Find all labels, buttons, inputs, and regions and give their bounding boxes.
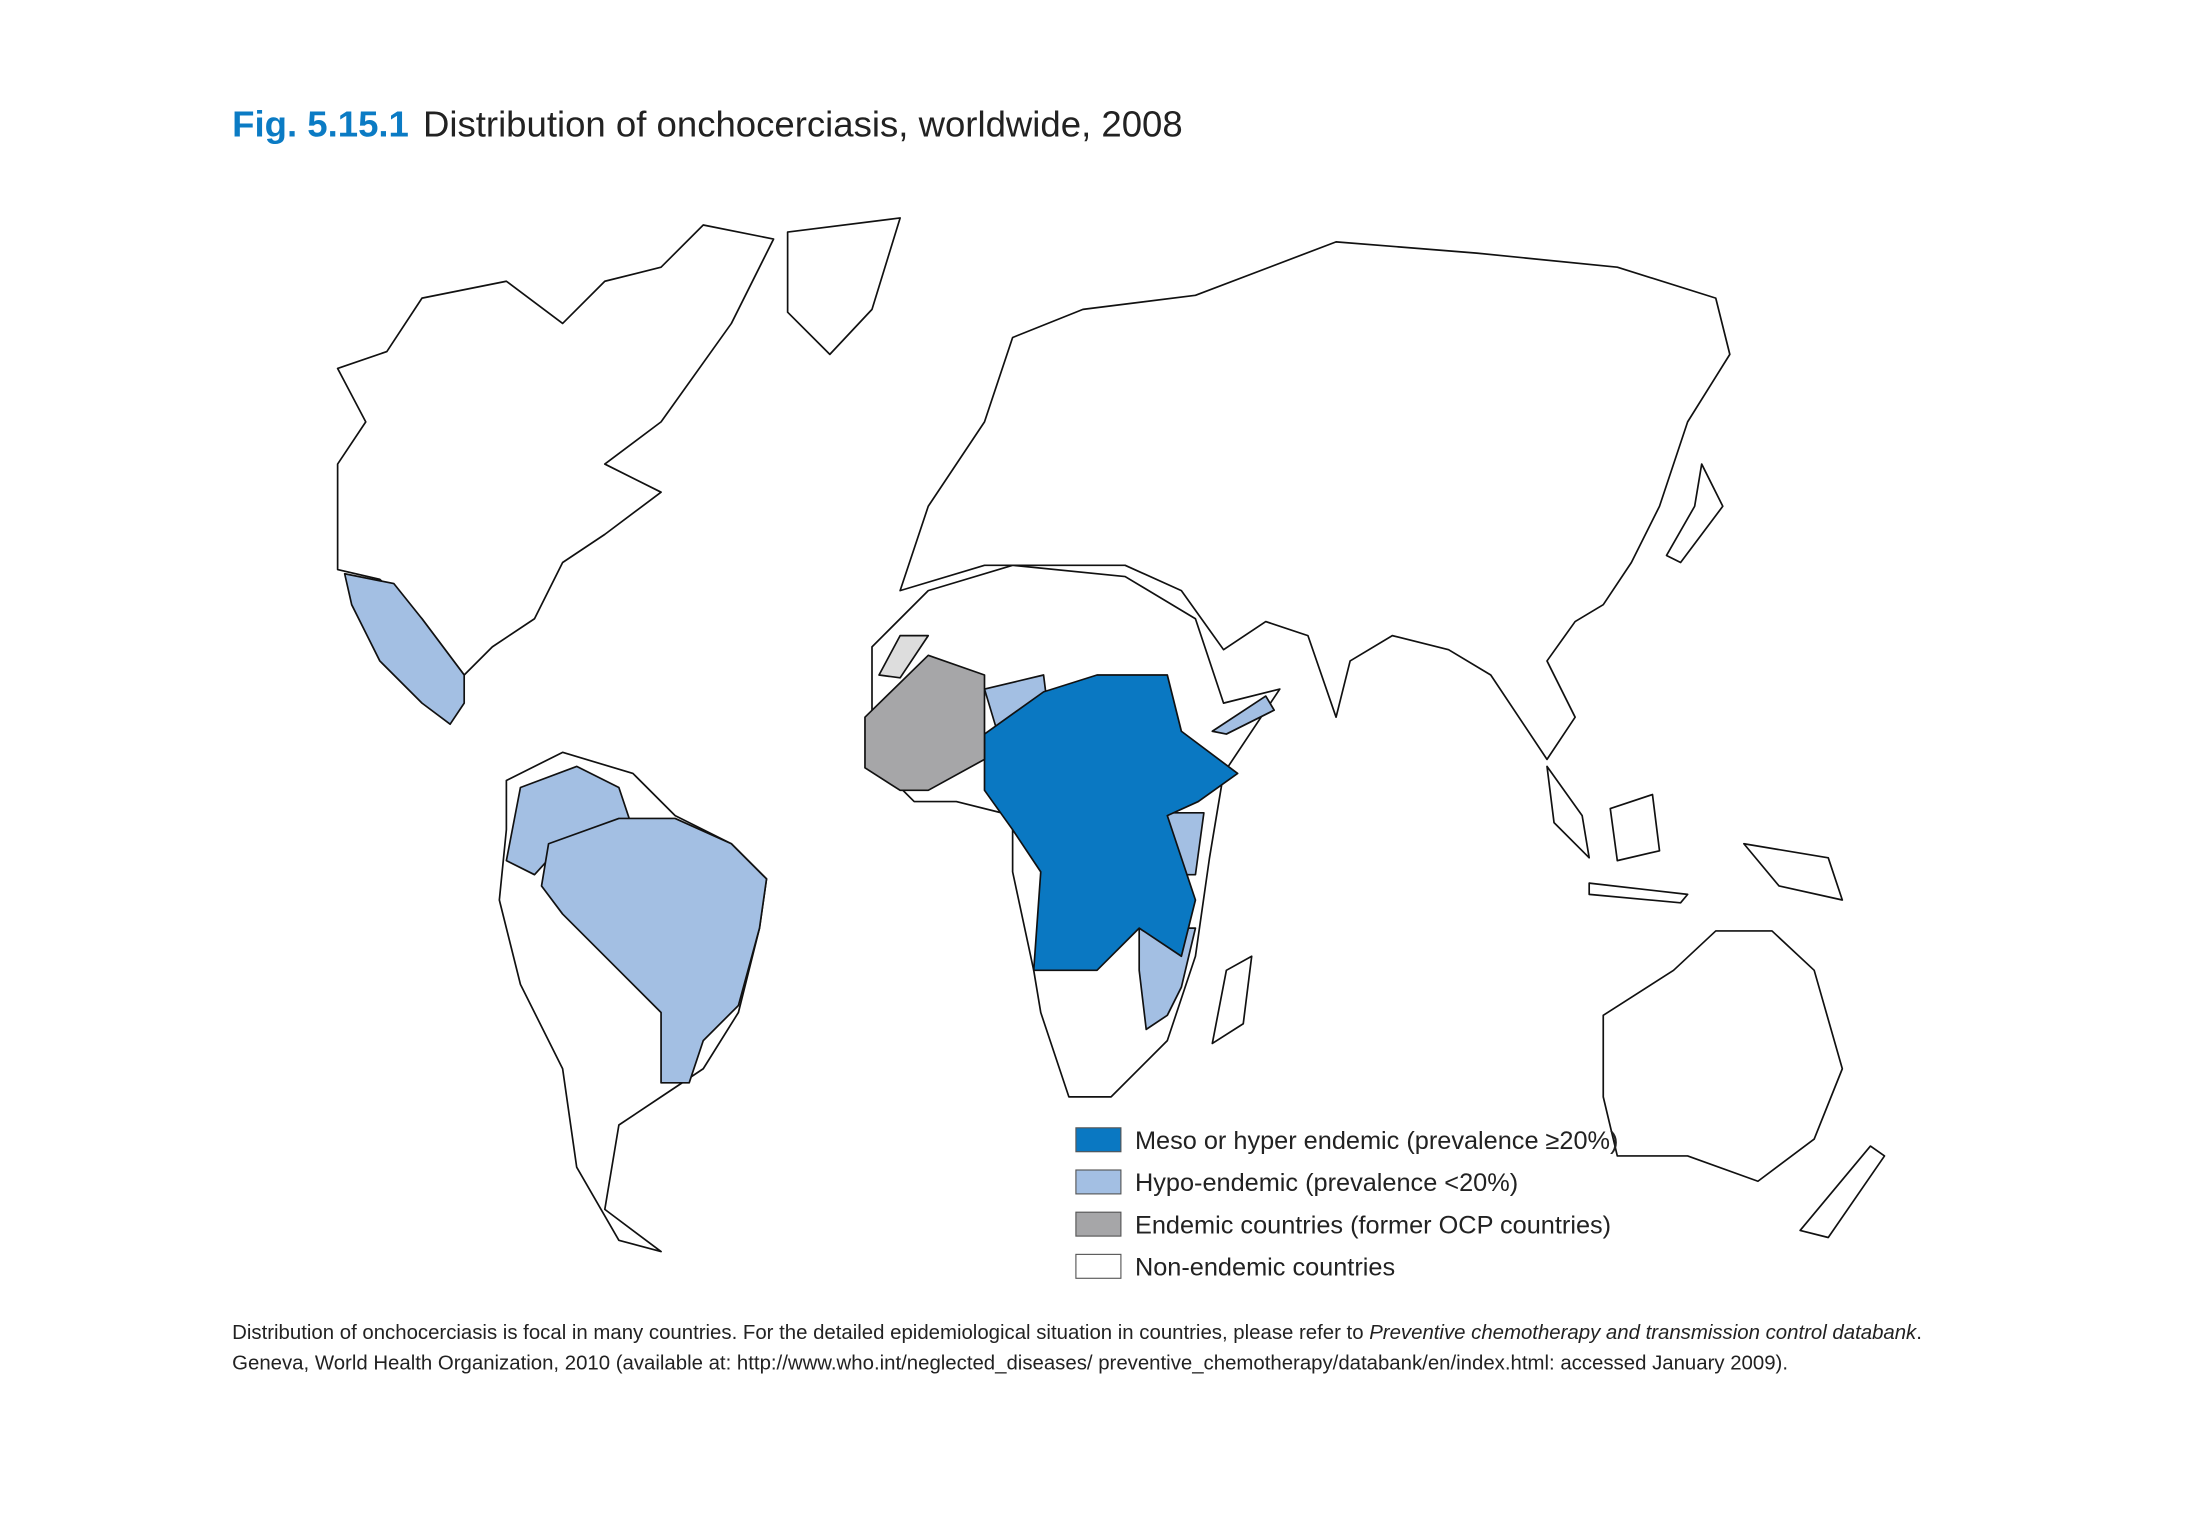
legend-swatch [1075,1127,1122,1153]
sumatra [1546,765,1591,859]
footnote-line-2: Geneva, World Health Organization, 2010 … [232,1353,1788,1375]
legend-label: Endemic countries (former OCP countries) [1135,1211,1611,1239]
figure-label: Fig. 5.15.1 [232,103,409,144]
note-text: . [1916,1322,1922,1344]
note-italic: Preventive chemotherapy and transmission… [1369,1322,1918,1344]
mexico-central-america [343,572,466,726]
footnote-line-1: Distribution of onchocerciasis is focal … [232,1322,1922,1344]
legend-label: Meso or hyper endemic (prevalence ≥20%) [1135,1127,1619,1155]
greenland [786,217,901,356]
yemen-hypo [1211,695,1276,735]
legend-swatch [1075,1253,1122,1279]
figure-title: Fig. 5.15.1 Distribution of onchocerciasi… [232,103,1183,144]
legend-swatch [1075,1211,1122,1237]
new-guinea [1743,842,1844,901]
brazil [540,817,768,1084]
legend-label: Hypo-endemic (prevalence <20%) [1135,1169,1518,1197]
madagascar [1211,955,1253,1045]
borneo [1609,793,1661,862]
eurasia [899,241,1731,761]
western-sahara [878,634,930,679]
legend-swatch [1075,1169,1122,1195]
west-africa-ocp [864,654,986,792]
legend-label: Non-endemic countries [1135,1253,1395,1281]
world-map [336,217,1886,1253]
japan [1665,463,1724,564]
new-zealand [1799,1145,1886,1239]
note-text: Distribution of onchocerciasis is focal … [232,1322,1369,1344]
java [1588,882,1689,904]
central-africa-meso [983,674,1239,972]
australia [1602,930,1844,1183]
legend: Meso or hyper endemic (prevalence ≥20%) H… [1075,1127,1619,1281]
title-text: Distribution of onchocerciasis, worldwid… [423,103,1183,144]
